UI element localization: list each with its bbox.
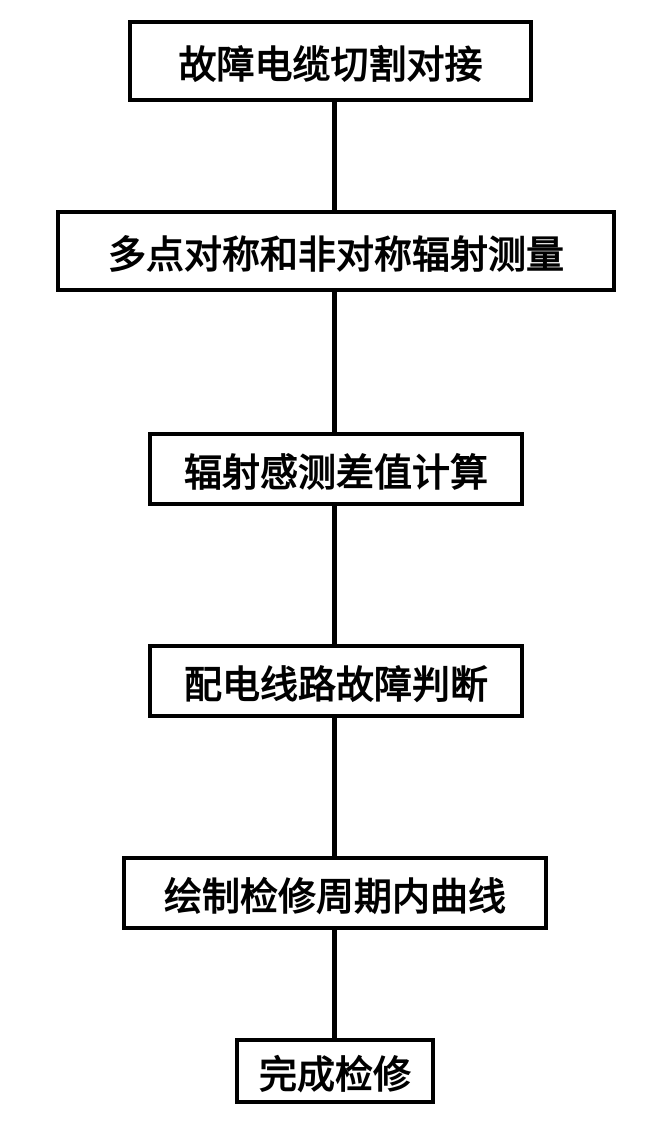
flow-edge-1	[332, 102, 337, 210]
flow-node-3: 辐射感测差值计算	[148, 432, 524, 506]
flow-edge-2	[332, 292, 337, 432]
flow-node-6-label: 完成检修	[259, 1044, 411, 1099]
flow-node-1: 故障电缆切割对接	[128, 20, 533, 102]
flow-node-5-label: 绘制检修周期内曲线	[164, 866, 506, 921]
flow-node-4: 配电线路故障判断	[148, 644, 524, 718]
flow-node-4-label: 配电线路故障判断	[184, 654, 488, 709]
flow-node-3-label: 辐射感测差值计算	[184, 442, 488, 497]
flow-edge-3	[332, 506, 337, 644]
flow-node-2-label: 多点对称和非对称辐射测量	[108, 224, 564, 279]
flow-node-2: 多点对称和非对称辐射测量	[56, 210, 616, 292]
flow-node-1-label: 故障电缆切割对接	[178, 34, 482, 89]
flow-edge-4	[332, 718, 337, 856]
flow-node-5: 绘制检修周期内曲线	[122, 856, 548, 930]
flow-edge-5	[332, 930, 337, 1038]
flow-node-6: 完成检修	[235, 1038, 435, 1104]
